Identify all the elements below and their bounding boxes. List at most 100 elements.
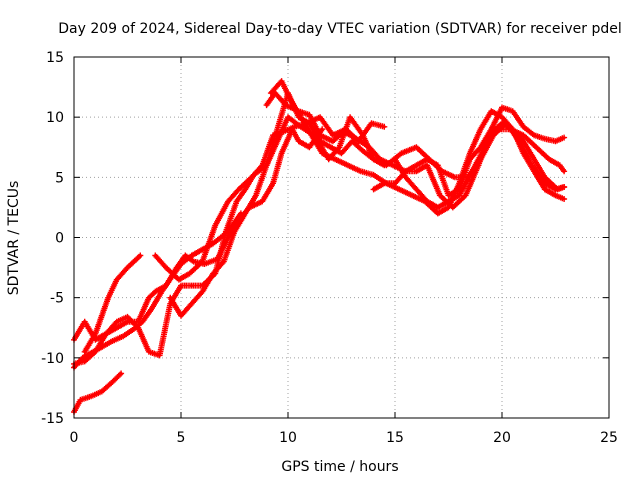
data-point [509, 127, 513, 131]
series-track-5 [81, 252, 144, 355]
data-point [192, 260, 196, 264]
data-point [489, 109, 493, 113]
data-point [547, 157, 551, 161]
data-point [331, 133, 335, 137]
data-point [136, 326, 140, 330]
data-point [382, 181, 386, 185]
data-point [126, 315, 129, 319]
data-point [164, 266, 168, 270]
y-tick-label: 10 [46, 110, 64, 126]
data-point [226, 199, 230, 203]
data-point [115, 326, 119, 330]
data-point [496, 127, 500, 131]
data-point [115, 278, 119, 282]
data-point [147, 350, 151, 354]
x-tick-label: 25 [600, 430, 618, 446]
series-track-12 [392, 126, 568, 211]
data-point [260, 163, 264, 167]
data-point [532, 133, 536, 137]
data-point [168, 296, 172, 300]
data-point [468, 151, 472, 155]
data-point [83, 350, 87, 354]
data-point [292, 125, 296, 129]
data-point [436, 205, 440, 209]
data-point [190, 302, 194, 306]
data-point [340, 151, 343, 155]
data-point [153, 254, 157, 258]
data-point [391, 163, 395, 167]
axis-ticks: 0 5 10 15 20 25 -15 -10 -5 0 5 10 15 [41, 50, 618, 446]
data-point [153, 290, 157, 294]
data-point [318, 115, 322, 119]
data-point [399, 151, 403, 155]
data-point [350, 139, 354, 143]
data-point [224, 229, 228, 233]
data-point [297, 139, 301, 143]
data-point [200, 248, 204, 252]
data-point [479, 145, 483, 149]
data-point [558, 163, 562, 167]
data-point [275, 127, 279, 131]
data-point [211, 242, 215, 246]
data-point [521, 125, 525, 129]
data-point [126, 266, 129, 270]
data-point [179, 284, 183, 288]
data-point [333, 157, 337, 161]
data-point [562, 197, 566, 201]
data-point [554, 193, 557, 197]
data-point [265, 163, 269, 167]
y-tick-label: -15 [41, 411, 64, 427]
data-point [511, 109, 515, 113]
data-point [361, 133, 365, 137]
data-point [414, 163, 418, 167]
data-point [534, 145, 538, 149]
data-point [562, 136, 566, 140]
data-point [147, 296, 151, 300]
data-point [115, 320, 119, 324]
y-tick-label: 15 [46, 50, 64, 66]
data-point [410, 193, 414, 197]
x-tick-label: 0 [70, 430, 79, 446]
data-point [288, 97, 292, 101]
data-point [233, 229, 236, 233]
data-point [93, 332, 97, 336]
data-point [436, 163, 440, 167]
data-point [211, 272, 215, 276]
data-point [500, 115, 504, 119]
data-point [521, 133, 525, 137]
data-point [479, 127, 483, 131]
data-point [106, 296, 110, 300]
data-point [532, 157, 536, 161]
data-point [102, 344, 106, 348]
data-point [346, 163, 350, 167]
y-tick-label: 0 [55, 231, 64, 247]
data-point [215, 257, 219, 261]
data-point [436, 211, 440, 215]
data-point [164, 284, 168, 288]
x-tick-label: 20 [493, 430, 511, 446]
data-point [282, 130, 286, 134]
series-track-6 [152, 114, 388, 283]
data-point [521, 139, 525, 143]
data-point [331, 139, 335, 143]
data-point [359, 169, 363, 173]
data-point [78, 398, 82, 402]
data-point [226, 236, 230, 239]
data-point [284, 103, 288, 107]
data-point [132, 327, 136, 331]
data-point [126, 320, 129, 324]
data-point [183, 254, 187, 258]
data-point [414, 169, 418, 173]
data-point [554, 139, 557, 143]
data-point [237, 187, 241, 191]
data-point [265, 103, 269, 107]
data-point [140, 320, 144, 324]
x-axis-label: GPS time / hours [281, 459, 398, 475]
data-point [530, 163, 534, 167]
data-point [254, 193, 258, 197]
data-point [119, 371, 123, 375]
data-point [393, 157, 397, 161]
data-point [393, 181, 397, 185]
